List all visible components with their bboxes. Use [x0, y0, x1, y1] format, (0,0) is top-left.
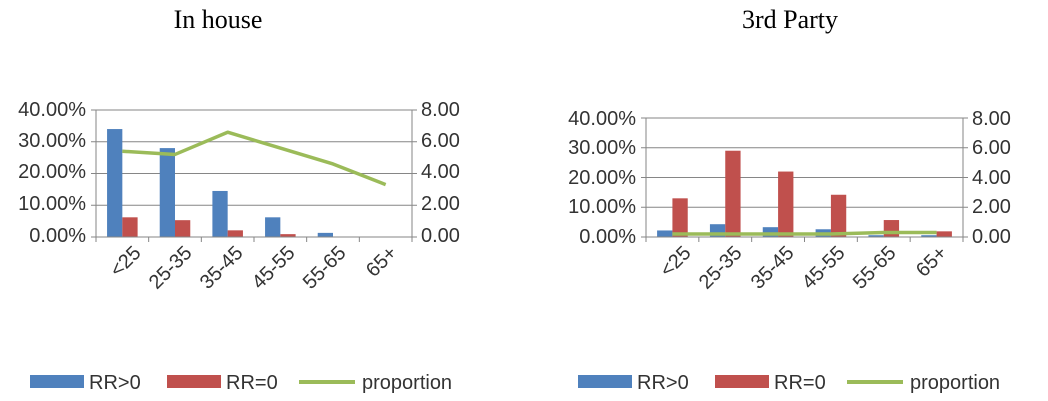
y-axis-left-labels: 40.00% 30.00% 20.00% 10.00% 0.00% — [18, 99, 86, 247]
legend-label: RR>0 — [637, 372, 689, 394]
y-right-tick: 8.00 — [421, 99, 460, 121]
y-left-tick: 0.00% — [579, 226, 636, 248]
y-left-tick: 20.00% — [568, 167, 636, 189]
chart-title: In house — [174, 5, 263, 34]
legend-swatch-rr-eq-0 — [167, 375, 221, 388]
y-right-tick: 6.00 — [421, 130, 460, 152]
legend-label: RR=0 — [774, 372, 826, 394]
legend-swatch-rr-gt-0 — [578, 375, 632, 388]
bar-rr-0 — [159, 148, 175, 237]
legend-label: proportion — [910, 372, 1000, 394]
y-right-tick: 2.00 — [972, 196, 1011, 218]
bar-rr-0 — [265, 217, 281, 237]
bar-rr-0 — [778, 171, 794, 237]
bar-rr-0 — [317, 232, 333, 237]
chart-title: 3rd Party — [742, 5, 838, 34]
bar-rr-0 — [107, 129, 123, 237]
y-left-tick: 40.00% — [18, 99, 86, 121]
y-left-tick: 0.00% — [29, 225, 86, 247]
y-right-tick: 2.00 — [421, 193, 460, 215]
y-right-tick: 6.00 — [972, 137, 1011, 159]
bar-rr-0 — [725, 150, 741, 237]
y-left-tick: 10.00% — [18, 193, 86, 215]
y-right-tick: 4.00 — [421, 161, 460, 183]
bar-rr-0 — [280, 234, 296, 237]
y-axis-right-labels: 8.00 6.00 4.00 2.00 0.00 — [972, 108, 1011, 248]
y-right-tick: 0.00 — [972, 226, 1011, 248]
y-axis-left-labels: 40.00% 30.00% 20.00% 10.00% 0.00% — [568, 108, 636, 248]
y-right-tick: 4.00 — [972, 167, 1011, 189]
bar-rr-0 — [830, 194, 847, 237]
legend-label: RR=0 — [226, 372, 278, 394]
bar-rr-0 — [936, 231, 952, 237]
legend-label: RR>0 — [89, 372, 141, 394]
bar-rr-0 — [921, 235, 937, 237]
y-left-tick: 30.00% — [568, 137, 636, 159]
bar-rr-0 — [175, 220, 191, 237]
axes — [91, 109, 417, 242]
axes — [641, 117, 968, 242]
gridlines — [646, 117, 963, 208]
proportion-line-group — [122, 130, 387, 187]
bar-rr-0 — [762, 227, 779, 237]
bar-rr-0 — [122, 217, 138, 237]
bar-rr-0 — [883, 220, 900, 237]
bars — [107, 129, 333, 237]
proportion-line-group — [672, 230, 937, 236]
legend-swatch-rr-eq-0 — [715, 375, 769, 388]
proportion-line — [672, 230, 937, 236]
bar-rr-0 — [672, 198, 688, 237]
legend: RR>0 RR=0 proportion — [578, 372, 1000, 394]
y-left-tick: 10.00% — [568, 196, 636, 218]
y-axis-right-labels: 8.00 6.00 4.00 2.00 0.00 — [421, 99, 460, 247]
y-left-tick: 20.00% — [18, 161, 86, 183]
y-left-tick: 40.00% — [568, 108, 636, 130]
bar-rr-0 — [212, 190, 228, 237]
legend-swatch-rr-gt-0 — [30, 375, 84, 388]
y-right-tick: 8.00 — [972, 108, 1011, 130]
bar-rr-0 — [657, 230, 673, 237]
bar-rr-0 — [227, 230, 243, 237]
y-right-tick: 0.00 — [421, 225, 460, 247]
proportion-line — [122, 130, 387, 187]
y-left-tick: 30.00% — [18, 130, 86, 152]
legend: RR>0 RR=0 proportion — [30, 372, 452, 394]
bars — [657, 150, 952, 237]
legend-label: proportion — [362, 372, 452, 394]
bar-rr-0 — [868, 235, 884, 237]
